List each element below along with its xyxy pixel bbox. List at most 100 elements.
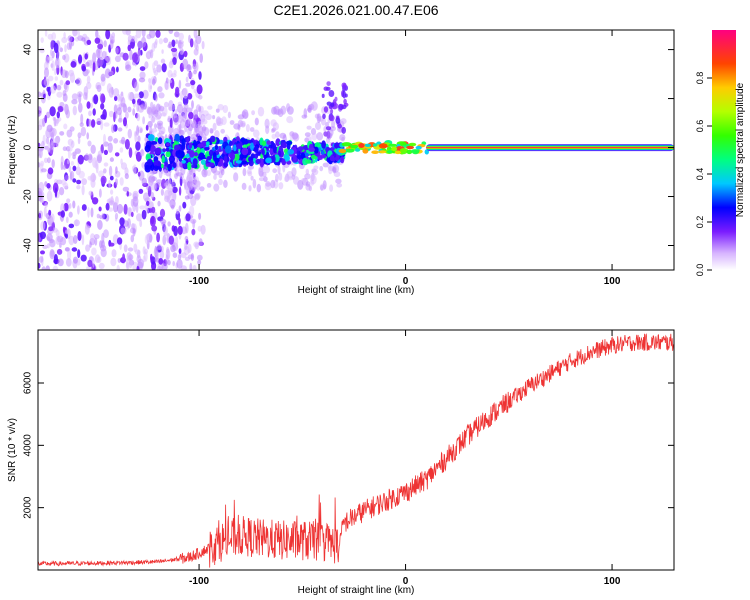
spectrogram-cell — [261, 148, 265, 156]
spectrogram-cell — [86, 132, 89, 140]
spectrogram-cell — [178, 32, 184, 41]
y-tick-label: 20 — [23, 93, 34, 105]
spectrogram-cell — [64, 44, 67, 53]
spectrogram-cell — [47, 33, 54, 40]
spectrogram-cell — [119, 177, 124, 186]
spectrogram-cell — [132, 98, 136, 105]
spectrogram-cell — [38, 124, 43, 131]
spectrogram-cell — [263, 176, 268, 183]
spectrogram-cell — [155, 111, 162, 120]
spectrogram-cell — [191, 228, 196, 236]
spectrogram-cell — [158, 92, 165, 99]
y-tick-label: 2000 — [23, 496, 34, 519]
spectrogram-cell — [378, 143, 388, 149]
spectrogram-cell — [168, 178, 172, 186]
spectrogram-cell — [81, 178, 87, 186]
spectrogram-cell — [96, 213, 101, 219]
spectrogram-cell — [65, 247, 70, 252]
spectrogram-cell — [133, 34, 138, 44]
spectrogram-cell — [292, 176, 300, 185]
spectrogram-cell — [323, 106, 329, 113]
spectrogram-cell — [213, 183, 220, 192]
spectrogram-cell — [138, 188, 144, 194]
spectrogram-cell — [137, 258, 144, 269]
spectrogram-cell — [265, 157, 272, 164]
spectrogram-cell — [60, 210, 65, 218]
spectrogram-cell — [254, 117, 259, 126]
spectrogram-cell — [141, 209, 147, 220]
spectrogram-cell — [185, 107, 193, 113]
spectrogram-cell — [170, 244, 176, 253]
spectrogram-cell — [138, 77, 146, 83]
spectrogram-cell — [72, 151, 77, 156]
spectrogram-cell — [223, 162, 229, 168]
spectrogram-cell — [146, 185, 152, 191]
spectrogram-cell — [40, 221, 46, 231]
spectrogram-cell — [269, 148, 274, 154]
spectrogram-cell — [139, 66, 146, 71]
spectrogram-cell — [133, 164, 137, 175]
spectrogram-cell — [48, 226, 54, 232]
spectrogram-cell — [157, 161, 162, 167]
spectrogram-cell — [173, 31, 180, 38]
spectrogram-cell — [123, 244, 128, 253]
spectrogram-cell — [51, 159, 55, 169]
colorbar-gradient — [712, 30, 736, 270]
spectrogram-cell — [71, 99, 78, 105]
spectrogram-cell — [92, 108, 96, 116]
spectrogram-cell — [212, 152, 217, 157]
spectrogram-cell — [114, 95, 118, 102]
spectrogram-cell — [67, 148, 71, 159]
spectrogram-cell — [197, 120, 203, 129]
spectrogram-cell — [209, 135, 216, 143]
spectrogram-cell — [191, 186, 197, 191]
spectrogram-cell — [56, 179, 63, 185]
spectrogram-cell — [181, 160, 186, 164]
spectrogram-cell — [132, 52, 138, 63]
spectrogram-cell — [204, 147, 210, 151]
spectrogram-cell — [81, 234, 85, 246]
spectrogram-cell — [193, 241, 200, 248]
spectrogram-cell — [292, 154, 297, 161]
spectrogram-cell — [169, 199, 176, 209]
spectrogram-cell — [72, 30, 78, 37]
spectrogram-cell — [69, 40, 73, 50]
spectrogram-cell — [84, 69, 90, 74]
spectrogram-cell — [207, 105, 213, 110]
spectrogram-cell — [131, 35, 135, 43]
spectrogram-cell — [167, 79, 173, 84]
spectrogram-cell — [235, 160, 243, 164]
spectrogram-cell — [151, 225, 158, 232]
spectrogram-cell — [81, 204, 87, 211]
spectrogram-cell — [165, 147, 170, 152]
spectrogram-cell — [127, 247, 134, 252]
spectrogram-cell — [90, 144, 96, 154]
spectrogram-cell — [141, 177, 147, 186]
spectrogram-cell — [338, 103, 344, 111]
spectrogram-cell — [160, 218, 167, 225]
spectrogram-cell — [284, 176, 289, 183]
spectrogram-cell — [161, 155, 165, 164]
spectrogram-cell — [109, 242, 115, 247]
spectrogram-cell — [322, 180, 327, 190]
spectrogram-cell — [283, 148, 289, 154]
spectrogram-cell — [89, 241, 92, 248]
spectrogram-cell — [107, 142, 113, 153]
spectrogram-cell — [271, 133, 277, 139]
spectrogram-cell — [59, 79, 64, 86]
figure-title: C2E1.2026.021.00.47.E06 — [273, 2, 438, 18]
spectrogram-cell — [272, 146, 277, 153]
spectrogram-cell — [272, 168, 278, 174]
spectrogram-cell — [278, 172, 283, 181]
spectrogram-cell — [264, 118, 270, 129]
spectrogram-cell — [50, 85, 57, 94]
spectrogram-cell — [71, 247, 78, 252]
spectrogram-cell — [208, 162, 215, 167]
spectrogram-cell — [373, 143, 378, 147]
spectrogram-cell — [99, 188, 102, 198]
spectrogram-cell — [157, 86, 163, 93]
spectrogram-cell — [114, 152, 120, 157]
spectrogram-cell — [148, 176, 154, 187]
spectrogram-cell — [257, 106, 265, 117]
spectrogram-cell — [91, 247, 97, 256]
